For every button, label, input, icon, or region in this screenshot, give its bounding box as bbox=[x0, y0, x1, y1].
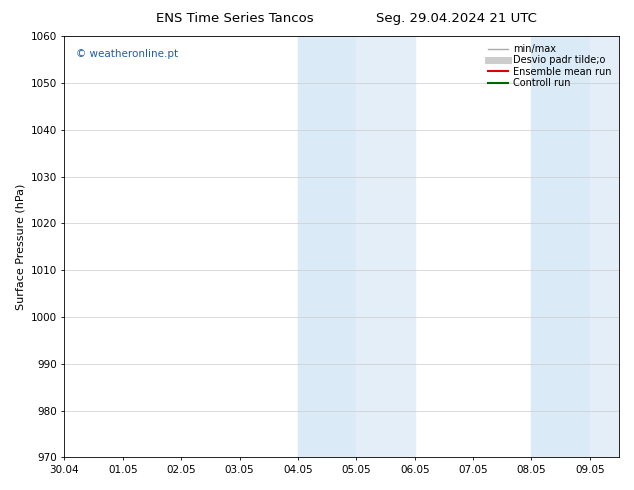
Legend: min/max, Desvio padr tilde;o, Ensemble mean run, Controll run: min/max, Desvio padr tilde;o, Ensemble m… bbox=[486, 41, 614, 91]
Bar bbox=[531, 36, 590, 457]
Bar bbox=[590, 36, 619, 457]
Text: © weatheronline.pt: © weatheronline.pt bbox=[75, 49, 178, 59]
Bar bbox=[298, 36, 356, 457]
Text: Seg. 29.04.2024 21 UTC: Seg. 29.04.2024 21 UTC bbox=[376, 12, 537, 25]
Y-axis label: Surface Pressure (hPa): Surface Pressure (hPa) bbox=[15, 184, 25, 310]
Text: ENS Time Series Tancos: ENS Time Series Tancos bbox=[156, 12, 313, 25]
Bar bbox=[356, 36, 415, 457]
